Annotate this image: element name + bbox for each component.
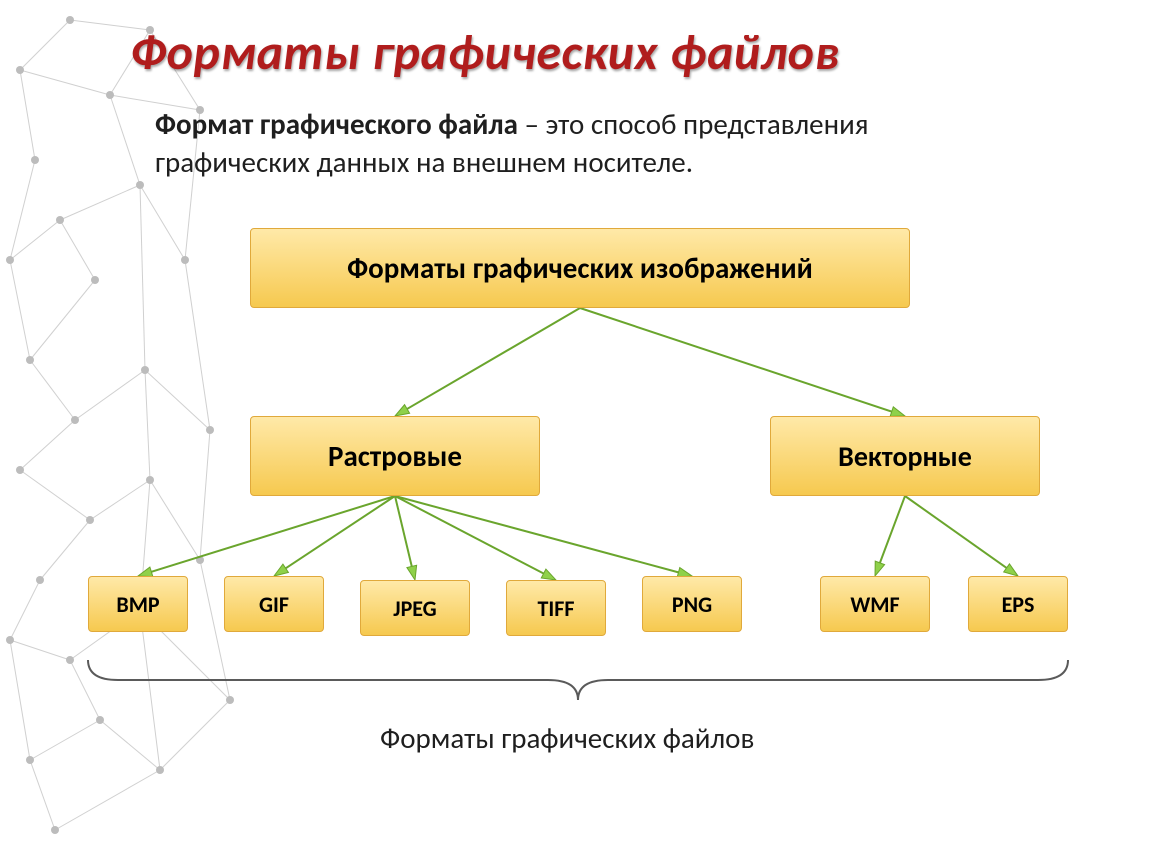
slide-root: { "canvas": {"width":1150,"height":864,"… [0, 0, 1150, 864]
node-root: Форматы графических изображений [250, 228, 910, 308]
node-label: Векторные [838, 439, 972, 474]
node-label: JPEG [393, 595, 436, 622]
node-label: BMP [116, 591, 159, 618]
node-label: Растровые [328, 438, 462, 474]
node-tiff: TIFF [506, 580, 606, 636]
node-vector: Векторные [770, 416, 1040, 496]
node-label: GIF [259, 591, 289, 618]
node-bmp: BMP [88, 576, 188, 632]
node-jpeg: JPEG [360, 580, 470, 636]
description-bold: Формат графического файла [155, 106, 518, 142]
node-eps: EPS [968, 576, 1068, 632]
slide-title: Форматы графических файлов [130, 22, 840, 83]
title-text: Форматы графических файлов [130, 22, 840, 83]
node-wmf: WMF [820, 576, 930, 632]
node-gif: GIF [224, 576, 324, 632]
node-label: Форматы графических изображений [347, 250, 813, 286]
node-label: TIFF [538, 595, 575, 622]
node-label: WMF [850, 591, 899, 618]
slide-description: Формат графического файла – это способ п… [155, 105, 985, 182]
bottom-caption: Форматы графических файлов [380, 720, 754, 756]
node-raster: Растровые [250, 416, 540, 496]
node-label: EPS [1002, 591, 1035, 618]
node-png: PNG [642, 576, 742, 632]
node-label: PNG [672, 591, 712, 618]
bottom-caption-text: Форматы графических файлов [380, 720, 754, 756]
